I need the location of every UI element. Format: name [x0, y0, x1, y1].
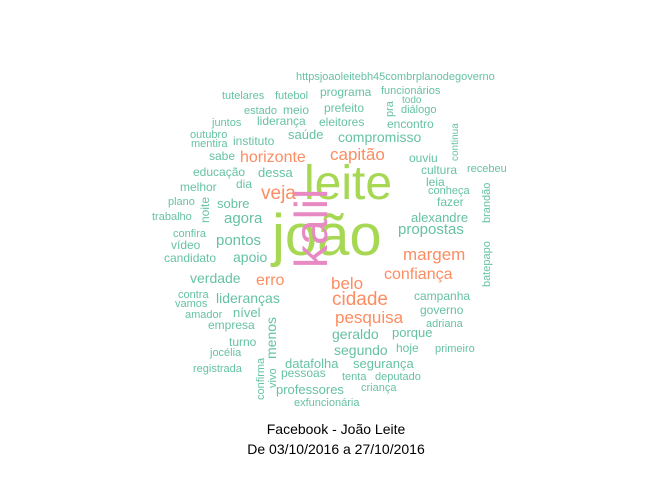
word-programa: programa [320, 85, 372, 99]
word-pessoas: pessoas [281, 366, 326, 380]
word-nivel: nível [233, 305, 261, 320]
word-dessa: dessa [258, 165, 293, 180]
word-tenta: tenta [342, 371, 367, 383]
word-confirma: confirma [255, 357, 267, 400]
word-estado: estado [244, 105, 278, 117]
word-confira: confira [173, 228, 207, 240]
word-candidato: candidato [164, 251, 217, 265]
word-capitao: capitão [330, 145, 385, 164]
word-hoje: hoje [396, 341, 419, 355]
caption-title: Facebook - João Leite [266, 421, 406, 437]
word-lideranca: liderança [257, 114, 306, 128]
word-geraldo: geraldo [332, 326, 379, 342]
word-trabalho: trabalho [152, 211, 192, 223]
word-porque: porque [392, 325, 433, 340]
word-amador: amador [185, 309, 223, 321]
word-prefeito: prefeito [324, 101, 365, 115]
word-veja: veja [261, 183, 296, 204]
word-leite: leite [304, 157, 393, 210]
word-pra: pra [384, 101, 396, 117]
word-governo: governo [420, 303, 464, 317]
word-contra: contra [178, 289, 209, 301]
word-pesquisa: pesquisa [335, 308, 404, 327]
word-cultura: cultura [421, 163, 458, 177]
word-juntos: juntos [212, 117, 242, 129]
word-seguranca: segurança [353, 356, 414, 371]
word-outubro: outubro [190, 129, 228, 141]
word-registrada: registrada [193, 363, 242, 375]
word-educacao: educação [193, 165, 246, 179]
word-dialogo: diálogo [401, 104, 437, 116]
word-crianca: criança [361, 382, 397, 394]
word-horizonte: horizonte [240, 149, 306, 166]
word-fazer: fazer [437, 195, 464, 209]
word-ouviu: ouviu [409, 151, 438, 165]
word-belo: belo [331, 274, 364, 293]
word-liderancas: lideranças [216, 290, 280, 306]
word-dia: dia [236, 177, 253, 191]
word-alexandre: alexandre [411, 210, 469, 225]
word-joao: joão [272, 203, 382, 268]
word-agora: agora [224, 210, 263, 227]
word-todo: todo [402, 95, 422, 106]
word-empresa: empresa [208, 318, 255, 332]
word-plano: plano [168, 196, 195, 208]
word-menos: menos [263, 316, 279, 359]
word-deputado: deputado [375, 371, 421, 383]
word-confianca: confiança [384, 266, 453, 283]
word-leia: leia [426, 175, 445, 189]
word-sabe: sabe [209, 149, 236, 163]
word-pontos: pontos [216, 232, 262, 249]
word-adriana: adriana [426, 318, 463, 330]
word-erro: erro [256, 272, 285, 289]
word-httpsjoaoleitebh45combrplanodegoverno: httpsjoaoleitebh45combrplanodegoverno [296, 71, 495, 83]
word-continua: continua [450, 123, 461, 161]
word-melhor: melhor [180, 180, 217, 194]
word-cidade: cidade [332, 289, 388, 310]
word-datafolha: datafolha [285, 356, 339, 371]
word-turno: turno [229, 335, 257, 349]
word-margem: margem [403, 245, 466, 264]
word-encontro: encontro [387, 117, 434, 131]
word-video: vídeo [171, 238, 201, 252]
word-eleitores: eleitores [319, 115, 365, 129]
word-sobre: sobre [217, 196, 250, 211]
word-batepapo: batepapo [481, 241, 493, 287]
word-jocelia: jocélia [210, 347, 242, 359]
word-conheca: conheça [428, 185, 470, 197]
word-primeiro: primeiro [435, 343, 475, 355]
word-funcionarios: funcionários [381, 85, 441, 97]
caption-date-range: De 03/10/2016 a 27/10/2016 [247, 441, 425, 457]
word-campanha: campanha [414, 289, 471, 303]
word-professores: professores [276, 382, 344, 397]
word-meio: meio [283, 103, 310, 117]
word-compromisso: compromisso [338, 129, 422, 145]
word-instituto: instituto [233, 134, 275, 148]
word-propostas: propostas [398, 221, 464, 238]
word-noite: noite [198, 196, 212, 223]
word-verdade: verdade [190, 270, 241, 286]
word-segundo: segundo [334, 342, 388, 358]
word-brandao: brandão [481, 182, 493, 223]
word-futebol: futebol [275, 90, 309, 102]
word-recebeu: recebeu [467, 163, 507, 175]
word-vamos: vamos [175, 298, 208, 310]
word-saude: saúde [288, 127, 324, 142]
word-exfuncionaria: exfuncionária [294, 397, 360, 409]
word-apoio: apoio [233, 249, 268, 265]
word-mentira: mentira [191, 138, 228, 150]
word-tutelares: tutelares [222, 90, 265, 102]
